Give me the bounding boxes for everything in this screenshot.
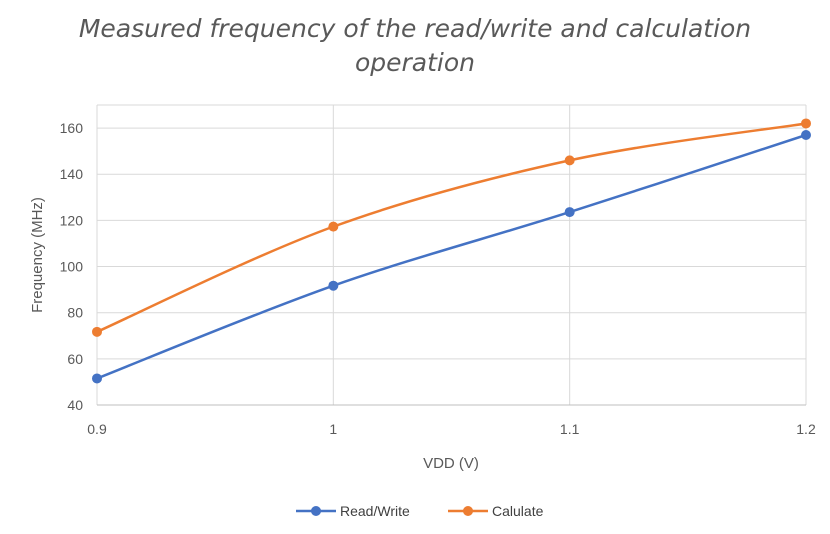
x-axis-title: VDD (V) <box>423 455 479 472</box>
y-tick-label: 120 <box>60 212 84 228</box>
y-tick-label: 160 <box>60 120 84 136</box>
series-calulate <box>92 118 811 337</box>
data-point <box>328 221 339 232</box>
y-axis-title: Frequency (MHz) <box>29 197 46 313</box>
x-tick-label: 1.1 <box>560 421 580 437</box>
y-tick-label: 100 <box>60 259 84 275</box>
y-axis-ticks: 40 60 80 100 120 140 160 <box>60 120 84 413</box>
legend-item: Read/Write <box>296 503 410 519</box>
data-point <box>801 118 811 129</box>
legend: Read/Write Calulate <box>296 503 544 519</box>
data-point <box>92 326 102 337</box>
series-group <box>92 118 811 384</box>
data-point <box>564 155 575 166</box>
chart-title: Measured frequency of the read/write and… <box>0 12 830 80</box>
data-point <box>328 280 339 291</box>
y-tick-label: 40 <box>67 397 83 413</box>
x-axis-ticks: 0.9 1 1.1 1.2 <box>87 421 816 437</box>
chart-title-line-2: operation <box>354 48 476 77</box>
x-tick-label: 0.9 <box>87 421 107 437</box>
legend-label: Read/Write <box>340 503 410 519</box>
y-tick-label: 140 <box>60 166 84 182</box>
y-tick-label: 60 <box>67 351 83 367</box>
legend-label: Calulate <box>492 503 544 519</box>
x-tick-label: 1.2 <box>796 421 816 437</box>
legend-swatch-marker <box>311 506 321 516</box>
data-point <box>564 207 575 218</box>
data-point <box>92 373 102 384</box>
x-tick-label: 1 <box>329 421 337 437</box>
legend-item: Calulate <box>448 503 544 519</box>
series-read-write <box>92 130 811 384</box>
chart-title-line-1: Measured frequency of the read/write and… <box>78 14 752 43</box>
series-line <box>96 122 807 333</box>
data-point <box>801 130 811 140</box>
y-tick-label: 80 <box>67 305 83 321</box>
legend-swatch-marker <box>463 506 473 516</box>
gridlines <box>96 104 807 406</box>
series-line <box>96 133 807 380</box>
